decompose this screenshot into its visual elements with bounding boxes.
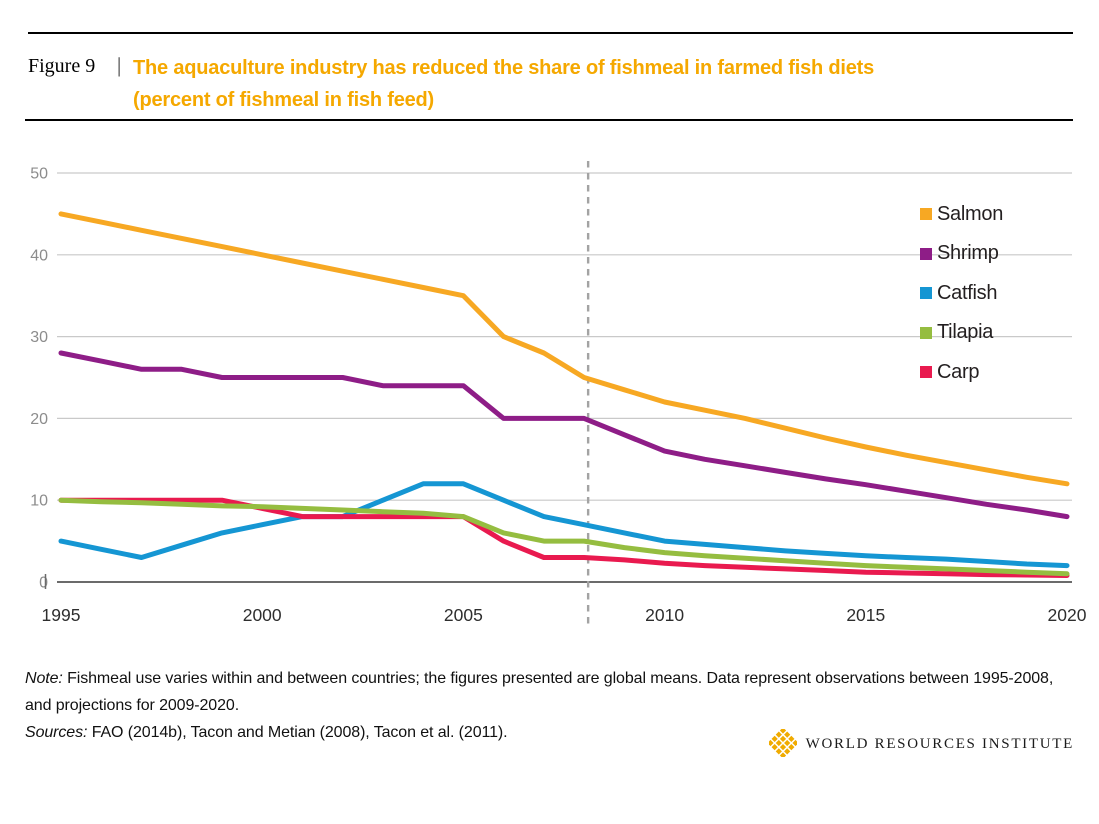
header-divider-rule xyxy=(25,119,1073,121)
y-tick-label: 50 xyxy=(30,166,48,183)
legend-label: Catfish xyxy=(937,281,998,304)
chart-legend: Salmon Shrimp Catfish Tilapia Carp xyxy=(920,202,1003,384)
note-label: Note: xyxy=(25,670,63,687)
wri-logo-text: WORLD RESOURCES INSTITUTE xyxy=(805,735,1074,752)
logo-mark-cell xyxy=(783,739,790,747)
logo-mark-cell xyxy=(768,739,774,747)
x-tick-label: 2005 xyxy=(444,605,483,625)
legend-label: Salmon xyxy=(937,202,1004,225)
logo-mark-cell xyxy=(775,731,782,738)
logo-mark-cell xyxy=(779,735,786,742)
legend-label: Shrimp xyxy=(937,242,999,264)
y-tick-label: 30 xyxy=(30,329,48,346)
logo-mark-lattice xyxy=(768,729,797,757)
y-tick-label: 20 xyxy=(30,411,48,428)
legend-swatch-icon xyxy=(920,326,932,339)
series-line-tilapia xyxy=(58,497,1070,577)
legend-swatch-icon xyxy=(920,366,932,378)
figure-title: The aquaculture industry has reduced the… xyxy=(133,52,993,116)
note-block: Note: Fishmeal use varies within and bet… xyxy=(25,665,1075,746)
top-rule xyxy=(28,32,1073,34)
wri-logo-mark-icon xyxy=(768,729,797,757)
legend-item-catfish: Catfish xyxy=(920,281,1003,305)
legend-item-salmon: Salmon xyxy=(920,202,1003,226)
x-tick-label: 1995 xyxy=(42,605,81,625)
sources-text: FAO (2014b), Tacon and Metian (2008), Ta… xyxy=(87,724,508,741)
figure-title-line1: The aquaculture industry has reduced the… xyxy=(133,57,875,79)
y-tick-label: 40 xyxy=(30,247,48,264)
logo-mark-cell xyxy=(779,744,786,751)
legend-item-tilapia: Tilapia xyxy=(920,321,1003,345)
figure-number: Figure 9 xyxy=(28,55,96,77)
note-line: Note: Fishmeal use varies within and bet… xyxy=(25,665,1075,719)
figure-separator: | xyxy=(117,53,122,77)
legend-swatch-icon xyxy=(920,287,932,299)
logo-mark-cell xyxy=(787,744,795,751)
sources-line: Sources: FAO (2014b), Tacon and Metian (… xyxy=(25,719,1075,746)
logo-mark-cell xyxy=(775,739,782,747)
logo-mark-cell xyxy=(783,731,790,738)
x-tick-label: 2000 xyxy=(243,605,282,625)
x-tick-label: 2015 xyxy=(846,605,885,625)
logo-mark-cell xyxy=(787,735,795,742)
series-line-shrimp xyxy=(58,350,1070,520)
x-tick-label: 2020 xyxy=(1048,605,1087,625)
x-tick-label: 2010 xyxy=(645,605,684,625)
legend-item-shrimp: Shrimp xyxy=(920,242,1003,266)
series-line-carp xyxy=(58,497,1070,578)
figure-title-line2: (percent of fishmeal in fish feed) xyxy=(133,89,435,111)
logo-mark-cell xyxy=(779,752,786,757)
logo-mark-cell xyxy=(779,729,786,734)
series-line-salmon xyxy=(58,211,1070,487)
logo-mark-cell xyxy=(771,744,778,751)
logo-mark-cell xyxy=(775,748,782,755)
note-text: Fishmeal use varies within and between c… xyxy=(25,670,1054,714)
logo-mark-cell xyxy=(783,748,790,755)
legend-item-carp: Carp xyxy=(920,360,1003,384)
logo-mark-cell xyxy=(771,735,778,742)
legend-swatch-icon xyxy=(920,247,932,260)
sources-label: Sources: xyxy=(25,724,88,741)
legend-label: Tilapia xyxy=(937,321,994,343)
y-tick-label: 10 xyxy=(30,493,48,510)
legend-label: Carp xyxy=(937,360,980,383)
y-tick-label: 0 xyxy=(39,575,48,592)
series-line-catfish xyxy=(58,481,1070,569)
logo-mark-cell xyxy=(792,739,797,747)
legend-swatch-icon xyxy=(920,208,932,220)
wri-logo: WORLD RESOURCES INSTITUTE xyxy=(768,729,1074,757)
